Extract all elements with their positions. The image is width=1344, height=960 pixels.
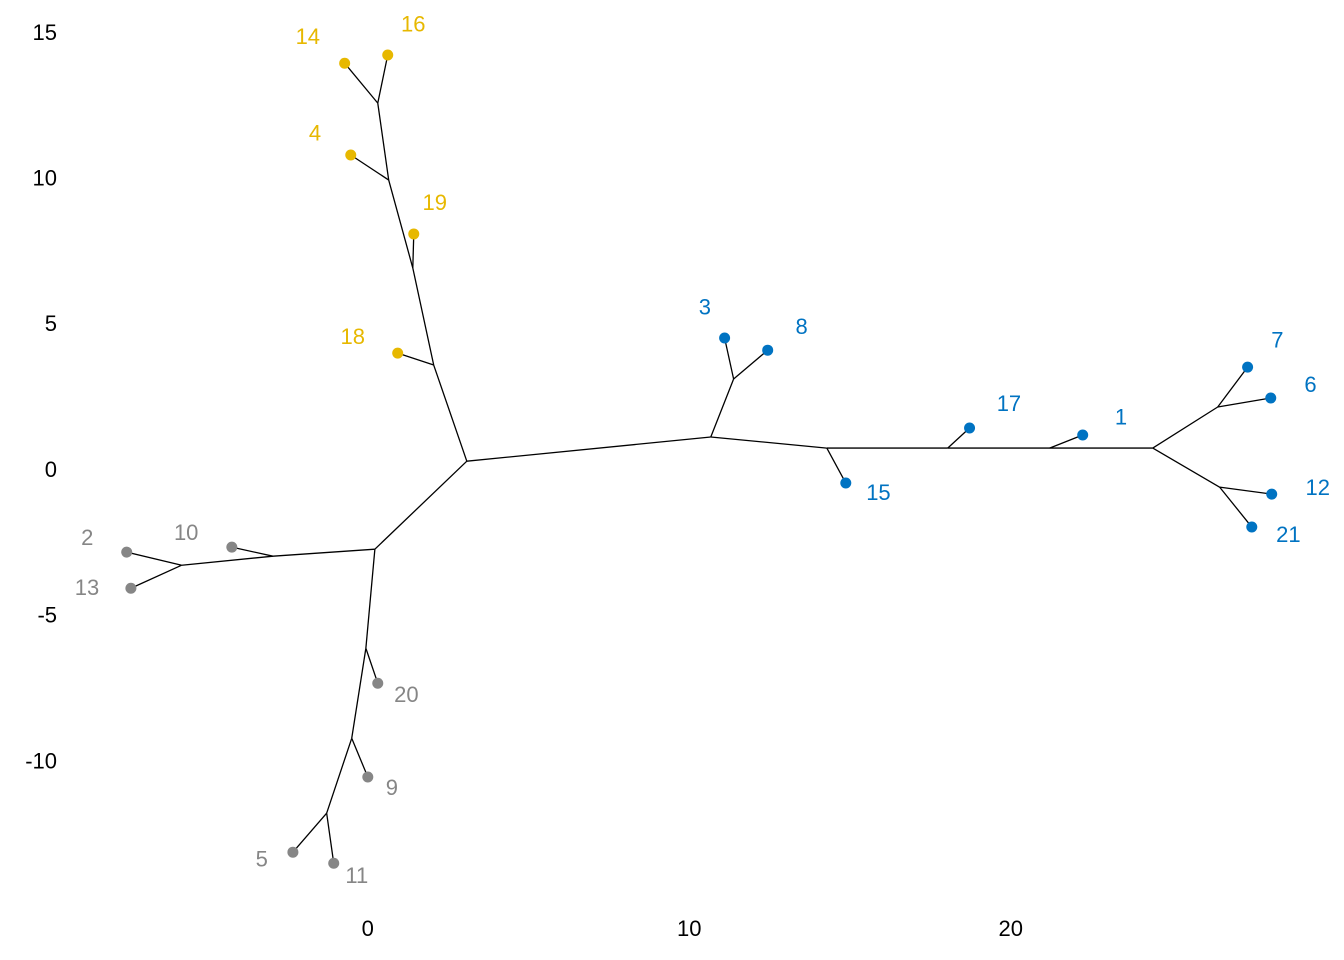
tip-point bbox=[1265, 392, 1277, 404]
x-tick-label: 20 bbox=[998, 916, 1022, 941]
tip-point bbox=[226, 541, 238, 553]
tip-point bbox=[362, 771, 374, 783]
tip-label: 18 bbox=[341, 324, 365, 349]
tip-point bbox=[762, 344, 774, 356]
edge bbox=[1152, 447, 1220, 488]
edge bbox=[377, 54, 389, 104]
tip-point bbox=[328, 857, 340, 869]
tip-label: 5 bbox=[256, 847, 268, 872]
tip-point bbox=[392, 347, 404, 359]
y-tick-label: -5 bbox=[37, 603, 57, 628]
edge bbox=[326, 813, 335, 864]
tip-label: 13 bbox=[75, 575, 99, 600]
edge bbox=[231, 546, 274, 557]
tip-label: 4 bbox=[309, 121, 321, 146]
edge bbox=[397, 352, 434, 366]
edge bbox=[344, 62, 379, 104]
tip-label: 17 bbox=[997, 391, 1021, 416]
tip-point bbox=[345, 149, 357, 161]
edge bbox=[388, 179, 414, 269]
edge bbox=[723, 337, 735, 380]
tip-point bbox=[1246, 521, 1258, 533]
tip-point bbox=[372, 677, 384, 689]
edge bbox=[374, 460, 468, 550]
x-tick-label: 0 bbox=[362, 916, 374, 941]
tip-label: 7 bbox=[1271, 327, 1283, 352]
tip-point bbox=[1077, 429, 1089, 441]
edge bbox=[377, 103, 390, 181]
tip-point bbox=[121, 546, 133, 558]
edge bbox=[412, 233, 415, 269]
edge bbox=[466, 436, 711, 462]
tip-point bbox=[964, 422, 976, 434]
tip-label: 16 bbox=[401, 11, 425, 36]
edge bbox=[733, 349, 769, 380]
edge bbox=[351, 738, 369, 778]
edge bbox=[1219, 486, 1253, 528]
edge bbox=[710, 378, 735, 438]
tip-point bbox=[125, 582, 137, 594]
edge bbox=[292, 812, 328, 853]
tip-point bbox=[1242, 361, 1254, 373]
edge bbox=[126, 551, 182, 566]
edge bbox=[1219, 486, 1272, 495]
edge bbox=[433, 364, 468, 462]
tip-point bbox=[719, 332, 731, 344]
tip-label: 20 bbox=[394, 682, 418, 707]
tip-label: 9 bbox=[386, 775, 398, 800]
edge bbox=[351, 648, 367, 739]
tip-point bbox=[339, 57, 351, 69]
edge bbox=[130, 564, 182, 589]
edge bbox=[326, 738, 353, 814]
tip-point bbox=[1266, 488, 1278, 500]
tip-label: 15 bbox=[866, 480, 890, 505]
edge bbox=[181, 555, 274, 566]
tip-point bbox=[382, 49, 394, 61]
tips bbox=[121, 49, 1278, 869]
edge bbox=[412, 267, 435, 366]
x-tick-label: 10 bbox=[677, 916, 701, 941]
tip-label: 21 bbox=[1276, 522, 1300, 547]
tip-label: 11 bbox=[345, 863, 368, 888]
tip-point bbox=[408, 228, 420, 240]
edge bbox=[365, 648, 379, 684]
edge bbox=[826, 447, 847, 484]
edge bbox=[365, 549, 376, 649]
tip-label: 14 bbox=[296, 24, 320, 49]
y-tick-label: 10 bbox=[33, 166, 57, 191]
tip-label: 12 bbox=[1305, 475, 1329, 500]
y-tick-label: -10 bbox=[25, 748, 57, 773]
tip-point bbox=[287, 846, 299, 858]
edge bbox=[710, 436, 827, 449]
edge bbox=[1049, 434, 1083, 449]
tip-label: 1 bbox=[1115, 405, 1127, 430]
y-tick-label: 0 bbox=[45, 457, 57, 482]
edge bbox=[350, 154, 390, 181]
tip-label: 2 bbox=[81, 525, 93, 550]
y-tick-label: 5 bbox=[45, 311, 57, 336]
edge bbox=[1152, 406, 1219, 449]
tip-point bbox=[840, 477, 852, 489]
tip-label: 10 bbox=[174, 520, 198, 545]
tip-label: 8 bbox=[796, 314, 808, 339]
edge bbox=[1217, 397, 1271, 408]
edge bbox=[272, 548, 375, 557]
tip-label: 19 bbox=[423, 190, 447, 215]
tip-label: 3 bbox=[699, 294, 711, 319]
edges bbox=[126, 54, 1272, 864]
edge bbox=[1217, 366, 1249, 408]
axes: 0 10 20 -10 -5 0 5 10 15 bbox=[25, 20, 1023, 941]
tip-label: 6 bbox=[1304, 372, 1316, 397]
y-tick-label: 15 bbox=[33, 20, 57, 45]
